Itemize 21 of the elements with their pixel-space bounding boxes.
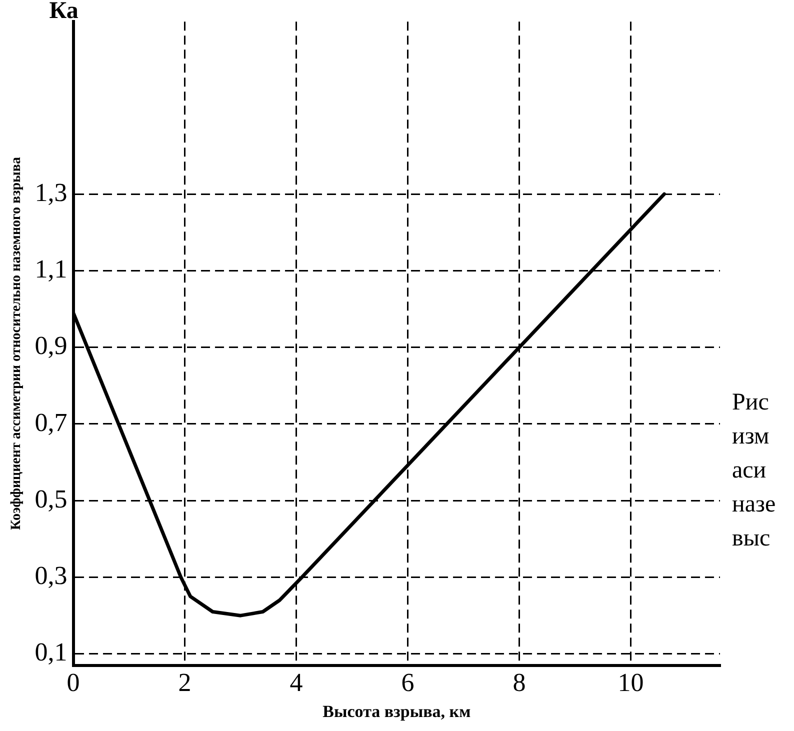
y-tick-label: 0,5 [34, 484, 68, 514]
x-tick-label: 4 [290, 668, 303, 697]
x-tick-label: 6 [401, 668, 414, 697]
x-tick-label: 2 [178, 668, 192, 697]
y-tick-label: 0,9 [34, 331, 68, 360]
text: выс [732, 526, 770, 552]
y-tick-label: 1,1 [34, 254, 68, 284]
y-tick-label: 0,3 [34, 561, 68, 590]
text: аси [732, 458, 766, 484]
y-tick-label: 0,7 [34, 408, 68, 437]
y-tick-label: 0,1 [34, 638, 68, 667]
x-tick-label: 10 [618, 668, 644, 697]
x-tick-label: 0 [66, 668, 80, 697]
y-tick-label: 1,3 [34, 178, 68, 207]
text: изм [732, 424, 770, 450]
text: назе [732, 492, 776, 518]
annotation: Ка [49, 0, 78, 24]
x-tick-label: 8 [512, 668, 526, 697]
text: Рис [732, 390, 769, 416]
x-axis-title: Высота взрыва, км [322, 702, 472, 722]
y-axis-title: Коэффициент ассиметрии относительно наземного взрыва [9, 157, 24, 530]
